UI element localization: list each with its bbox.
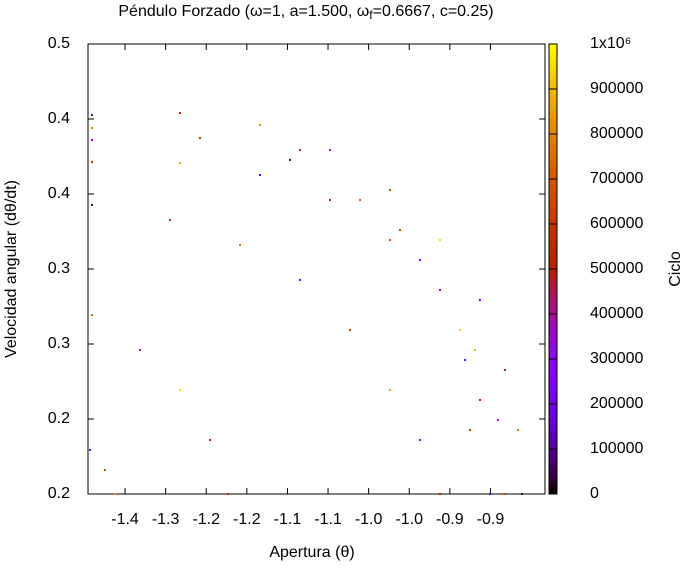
point <box>468 428 471 431</box>
point <box>516 428 519 431</box>
x-tick-label: -1.0 <box>355 511 383 528</box>
point <box>90 113 93 116</box>
point <box>439 289 442 291</box>
colorbar-tick-label: 200000 <box>590 395 643 412</box>
point <box>226 493 229 495</box>
colorbar-tick-label: 1x10⁶ <box>590 35 631 52</box>
point <box>388 389 391 392</box>
y-tick-label: 0.2 <box>48 485 70 502</box>
point <box>439 239 442 242</box>
colorbar-tick-label: 600000 <box>590 215 643 232</box>
point <box>521 493 524 495</box>
point <box>496 419 499 422</box>
x-tick-label: -1.2 <box>192 511 220 528</box>
y-tick-label: 0.2 <box>48 410 70 427</box>
point <box>138 349 141 351</box>
title-subscript: f <box>369 8 373 22</box>
point <box>258 173 261 176</box>
point <box>478 299 481 302</box>
y-tick-label: 0.4 <box>48 185 70 202</box>
x-tick-label: -1.0 <box>395 511 423 528</box>
point <box>349 329 352 332</box>
point <box>90 127 93 129</box>
y-tick-label: 0.3 <box>48 260 70 277</box>
point <box>179 161 182 164</box>
x-tick-label: -1.1 <box>314 511 342 528</box>
point <box>388 188 391 191</box>
colorbar-tick-label: 500000 <box>590 260 643 277</box>
colorbar-label: Ciclo <box>667 251 684 287</box>
point <box>103 469 106 471</box>
point <box>90 161 93 164</box>
point <box>169 218 172 221</box>
x-tick-label: -1.1 <box>274 511 302 528</box>
x-tick-label: -1.4 <box>111 511 139 528</box>
point <box>209 439 212 441</box>
point <box>398 229 401 231</box>
y-tick-label: 0.3 <box>48 335 70 352</box>
y-tick-label: 0.4 <box>48 110 70 127</box>
point <box>299 149 302 152</box>
point <box>90 203 93 206</box>
point <box>439 493 442 495</box>
x-tick-label: -1.3 <box>152 511 180 528</box>
point <box>179 112 182 114</box>
point <box>419 259 422 261</box>
point <box>299 278 302 281</box>
point <box>114 493 117 495</box>
point <box>90 314 93 317</box>
plot-frame <box>87 43 546 495</box>
colorbar-tick-label: 300000 <box>590 350 643 367</box>
point <box>289 158 292 161</box>
point <box>258 124 261 126</box>
colorbar-tick-label: 400000 <box>590 305 643 322</box>
point <box>503 493 506 495</box>
y-axis-label: Velocidad angular (dθ/dt) <box>3 180 20 358</box>
point <box>89 449 92 452</box>
colorbar-tick-label: 0 <box>590 485 599 502</box>
point <box>388 239 391 242</box>
point <box>464 359 467 362</box>
point <box>474 349 477 351</box>
point <box>239 244 242 246</box>
y-tick-label: 0.5 <box>48 35 70 52</box>
point <box>328 149 331 152</box>
point <box>419 439 422 441</box>
x-tick-label: -0.9 <box>436 511 464 528</box>
point <box>459 329 462 332</box>
point <box>503 368 506 371</box>
point <box>90 139 93 141</box>
colorbar-tick-label: 900000 <box>590 80 643 97</box>
title-part: Péndulo Forzado (ω=1, a=1.500, ω <box>118 3 369 20</box>
chart-title: Péndulo Forzado (ω=1, a=1.500, ωf=0.6667… <box>118 3 493 22</box>
colorbar-tick-label: 800000 <box>590 125 643 142</box>
x-tick-label: -0.9 <box>477 511 505 528</box>
point <box>328 199 331 201</box>
x-tick-label: -1.2 <box>233 511 261 528</box>
colorbar-tick-label: 700000 <box>590 170 643 187</box>
title-part: =0.6667, c=0.25) <box>373 3 494 20</box>
point <box>198 137 201 140</box>
point <box>359 199 362 201</box>
colorbar-tick-label: 100000 <box>590 440 643 457</box>
x-axis-label: Apertura (θ) <box>269 544 354 561</box>
point <box>179 389 182 392</box>
point <box>478 398 481 401</box>
point <box>489 493 492 495</box>
